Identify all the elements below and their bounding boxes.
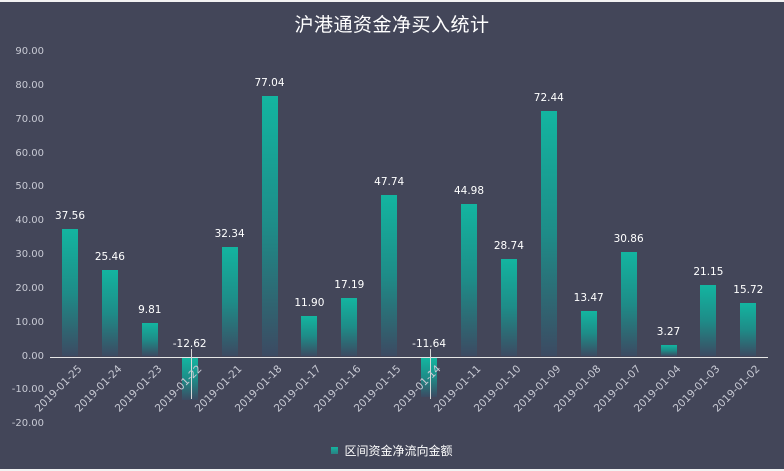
y-tick-label: 80.00 (15, 79, 44, 91)
top-border (0, 0, 784, 2)
y-tick-label: 90.00 (15, 46, 44, 57)
legend[interactable]: 区间资金净流向金额 (0, 442, 784, 459)
y-tick-label: 50.00 (15, 181, 44, 193)
chart-title: 沪港通资金净买入统计 (294, 14, 490, 36)
y-tick-label: 0.00 (21, 350, 44, 362)
bar-2019-01-03[interactable] (700, 284, 717, 357)
axis-tick-mark (190, 348, 192, 399)
value-label: 15.72 (733, 284, 764, 297)
value-label: 21.15 (693, 265, 724, 278)
value-label: 44.98 (453, 185, 485, 198)
bar-2019-01-10[interactable] (500, 259, 517, 357)
value-label: 3.27 (656, 326, 681, 339)
value-label: 30.86 (613, 233, 644, 246)
bar-2019-01-11[interactable] (461, 204, 477, 357)
bar-2019-01-04[interactable] (660, 345, 677, 357)
y-tick-label: 30.00 (15, 249, 44, 260)
bar-2019-01-08[interactable] (580, 310, 597, 357)
y-tick-label: 60.00 (15, 147, 44, 159)
axis-tick-mark (430, 348, 432, 399)
bar-2019-01-17[interactable] (301, 316, 318, 357)
bar-2019-01-18[interactable] (261, 95, 278, 357)
value-label: 13.47 (573, 291, 604, 304)
value-label: 72.44 (533, 92, 564, 105)
value-label: 11.90 (294, 297, 325, 310)
value-label: -12.62 (172, 337, 207, 350)
y-tick-label: -20.00 (11, 418, 44, 430)
bar-2019-01-07[interactable] (620, 252, 637, 357)
y-tick-label: 20.00 (15, 282, 44, 294)
value-label: 28.74 (493, 240, 524, 253)
value-label: 17.19 (334, 279, 365, 292)
y-tick-label: -10.00 (11, 384, 44, 396)
value-label: 37.56 (54, 210, 86, 223)
legend-swatch-icon (331, 447, 339, 454)
value-label: 77.04 (254, 76, 285, 89)
y-tick-label: 70.00 (15, 113, 44, 125)
bottom-border (0, 469, 784, 471)
bar-2019-01-24[interactable] (101, 270, 118, 357)
bar-2019-01-23[interactable] (141, 323, 158, 357)
bar-2019-01-21[interactable] (221, 247, 238, 357)
value-label: 32.34 (214, 228, 245, 241)
value-label: 9.81 (138, 304, 162, 317)
bar-2019-01-14[interactable] (421, 357, 438, 397)
bar-2019-01-09[interactable] (540, 111, 557, 357)
value-label: 47.74 (374, 175, 405, 188)
bar-2019-01-02[interactable] (740, 303, 757, 357)
y-tick-label: 40.00 (15, 215, 44, 227)
x-axis-line (50, 357, 768, 358)
value-label: 25.46 (94, 251, 125, 264)
bar-2019-01-16[interactable] (341, 298, 358, 357)
bar-2019-01-25[interactable] (62, 229, 78, 357)
value-label: -11.64 (412, 337, 447, 350)
bar-2019-01-22[interactable] (181, 357, 198, 401)
y-tick-label: 10.00 (15, 316, 44, 328)
bar-2019-01-15[interactable] (381, 194, 398, 357)
legend-label: 区间资金净流向金额 (344, 444, 453, 458)
